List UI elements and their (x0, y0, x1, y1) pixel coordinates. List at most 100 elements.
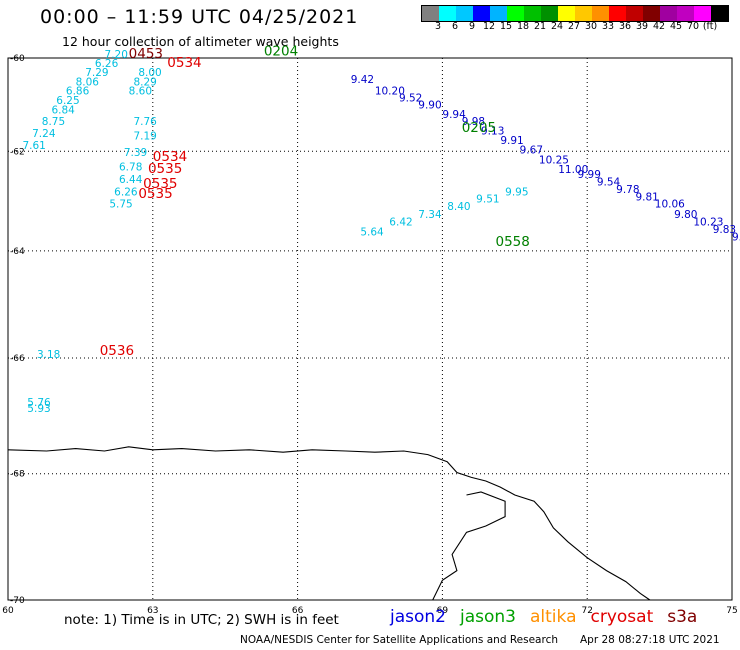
legend-swatch (609, 6, 626, 21)
legend-swatch (643, 6, 660, 21)
pass-time-label: 0535 (138, 186, 172, 202)
wave-height-value: 7.29 (85, 67, 108, 79)
wave-height-value: 9.51 (476, 194, 499, 206)
wave-height-value: 10.23 (693, 216, 723, 228)
map-title: 00:00 – 11:59 UTC 04/25/2021 (40, 6, 359, 28)
legend-label: (ft) (702, 21, 718, 32)
legend-label: 45 (669, 21, 683, 32)
y-tick-label: -60 (10, 54, 25, 64)
y-tick-label: -62 (10, 147, 25, 157)
legend-label: 36 (618, 21, 632, 32)
legend-swatch (575, 6, 592, 21)
wave-height-color-legend (421, 5, 729, 22)
x-tick-label: 72 (581, 606, 592, 616)
legend-label: 33 (601, 21, 615, 32)
legend-label: 9 (468, 21, 476, 32)
track-cryosat: 3.18 5.765.93 (27, 349, 60, 415)
wave-height-value: 10.25 (539, 154, 569, 166)
legend-labels: 3 6 9 12 15 18 21 24 27 30 33 36 39 42 45 70 (ft) (421, 21, 740, 35)
pass-time-label: 0453 (129, 46, 163, 62)
wave-height-value: 9.52 (399, 93, 422, 105)
wave-height-value: 6.44 (119, 174, 143, 186)
y-tick-label: -70 (10, 596, 25, 606)
wave-height-value: 5.64 (360, 227, 384, 239)
wave-height-value: 5.93 (27, 403, 50, 415)
legend-label: 18 (516, 21, 530, 32)
legend-swatch (592, 6, 609, 21)
pass-time-label: 0536 (100, 343, 134, 359)
wave-height-value: 6.78 (119, 162, 142, 174)
legend-swatch (507, 6, 524, 21)
legend-label: 70 (686, 21, 700, 32)
wave-height-value: 9.90 (418, 100, 441, 112)
legend-label: 30 (584, 21, 598, 32)
satellite-label-s3a: s3a (667, 607, 698, 627)
legend-label: 12 (482, 21, 496, 32)
wave-height-value: 9.78 (616, 184, 639, 196)
wave-height-value: 9.91 (500, 135, 523, 147)
legend-label: 39 (635, 21, 649, 32)
x-tick-label: 69 (437, 606, 449, 616)
wave-height-value: 9.95 (505, 186, 528, 198)
satellite-tracks: 7.206.267.298.066.866.256.848.757.247.61… (22, 49, 740, 415)
wave-height-value: 9.98 (462, 116, 485, 128)
satellite-label-cryosat: cryosat (590, 607, 654, 627)
legend-label: 21 (533, 21, 547, 32)
legend-swatch (711, 6, 728, 21)
x-tick-label: 60 (2, 606, 14, 616)
track-cryosat: 5.64 6.42 7.34 8.40 9.51 9.95 (360, 186, 528, 238)
legend-swatch (439, 6, 456, 21)
legend-swatch (626, 6, 643, 21)
wave-height-value: 9.67 (520, 145, 543, 157)
legend-swatch (694, 6, 711, 21)
satellite-label-altika: altika (530, 607, 577, 627)
legend-label: 27 (567, 21, 581, 32)
map-grid (7, 57, 733, 601)
wave-height-value: 7.61 (22, 140, 45, 152)
wave-height-value: 7.20 (105, 49, 128, 61)
wave-height-value: 9.54 (597, 176, 621, 188)
satellite-label-jason2: jason2 (390, 607, 446, 627)
wave-height-value: 7.34 (418, 209, 442, 221)
wave-height-value: 6.26 (95, 58, 119, 70)
map-subtitle: 12 hour collection of altimeter wave hei… (62, 34, 339, 49)
wave-height-value: 8.60 (129, 86, 152, 98)
pass-time-label: 0535 (143, 176, 177, 192)
track-cryosat: 7.206.267.298.066.866.256.848.757.247.61 (22, 49, 127, 152)
pass-time-label: 0534 (153, 149, 187, 165)
legend-label: 3 (434, 21, 442, 32)
footer-note: note: 1) Time is in UTC; 2) SWH is in fe… (64, 612, 339, 628)
wave-height-value: 9.99 (578, 169, 601, 181)
wave-height-value: 10.20 (375, 86, 405, 98)
legend-swatch (473, 6, 490, 21)
wave-height-value: 7.39 (124, 147, 147, 159)
legend-label: 42 (652, 21, 666, 32)
wave-height-value: 7.19 (133, 130, 156, 142)
legend-label: 24 (550, 21, 564, 32)
wave-height-value: 7.24 (32, 128, 56, 140)
legend-swatch (490, 6, 507, 21)
x-tick-label: 63 (147, 606, 158, 616)
coastline-main (7, 446, 651, 601)
wave-height-value: 11.00 (558, 164, 588, 176)
pass-time-label: 0534 (167, 55, 201, 71)
wave-height-value: 6.86 (66, 86, 90, 98)
legend-swatch (660, 6, 677, 21)
wave-height-value: 9.13 (481, 126, 504, 138)
wave-height-value: 8.29 (133, 76, 156, 88)
pass-time-label: 0205 (462, 120, 496, 136)
wave-height-value: 8.75 (42, 116, 65, 128)
wave-height-value: 6.84 (51, 104, 75, 116)
legend-label: 6 (451, 21, 459, 32)
track-cryosat: 8.008.298.60 7.76 7.19 7.39 6.786.446.265.75 (109, 67, 161, 211)
wave-height-value: 6.25 (56, 95, 79, 107)
wave-height-value: 9.05 (732, 232, 740, 244)
y-tick-label: -68 (10, 470, 25, 480)
legend-label: 15 (499, 21, 513, 32)
pass-time-label: 0204 (264, 44, 298, 60)
credit-line: NOAA/NESDIS Center for Satellite Applica… (240, 634, 558, 646)
pass-time-label: 0558 (495, 234, 529, 250)
x-tick-label: 75 (726, 606, 737, 616)
wave-height-value: 5.76 (27, 397, 51, 409)
